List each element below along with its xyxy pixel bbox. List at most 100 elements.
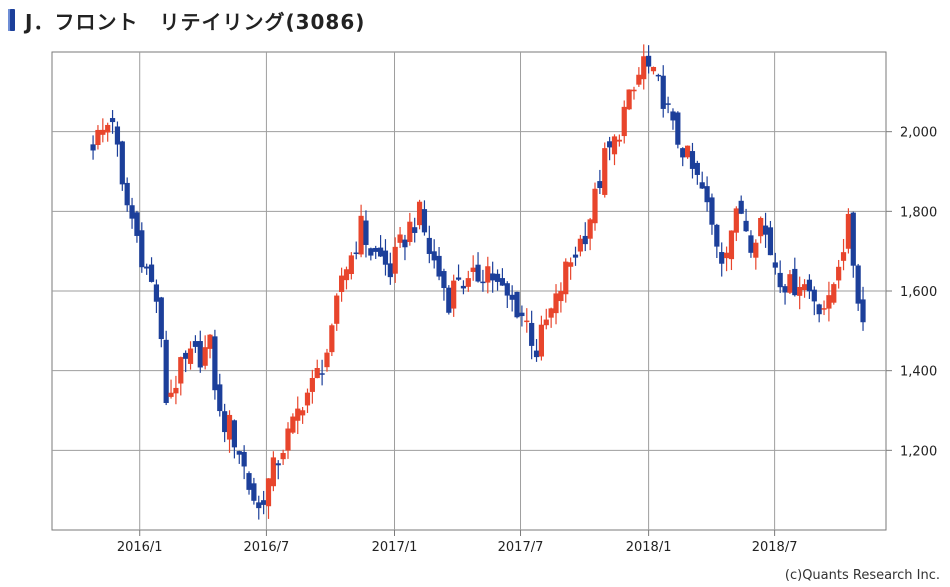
x-tick-label: 2016/1	[117, 540, 163, 555]
candle-body	[592, 188, 598, 224]
candle-body	[148, 264, 155, 282]
candle-body	[758, 217, 764, 237]
chart-title: J．フロント リテイリング(3086)	[25, 9, 366, 34]
candle-body	[616, 139, 622, 142]
candle-body	[572, 254, 579, 258]
candle-body	[655, 74, 661, 77]
candle-body	[797, 286, 803, 296]
candle-body	[821, 308, 827, 310]
candle-body	[124, 182, 130, 206]
candle-body	[504, 283, 510, 296]
candle-body	[533, 350, 540, 358]
candle-body	[553, 293, 559, 314]
y-tick-label: 1,600	[900, 285, 937, 300]
candle-body	[680, 148, 686, 158]
candle-body	[343, 269, 350, 281]
candle-body	[387, 263, 393, 278]
candle-body	[460, 285, 467, 289]
candle-body	[382, 250, 389, 265]
x-tick-label: 2017/1	[372, 540, 418, 555]
candle-body	[90, 144, 96, 151]
candle-body	[709, 197, 715, 225]
candle-body	[485, 266, 491, 283]
candle-body	[499, 278, 506, 286]
candle-body	[733, 208, 739, 233]
candle-body	[831, 284, 837, 303]
candle-body	[446, 287, 452, 313]
candle-body	[811, 289, 817, 302]
candle-body	[397, 234, 403, 243]
candles-group	[90, 44, 866, 520]
candle-body	[426, 237, 432, 254]
y-tick-label: 2,000	[900, 126, 937, 141]
candle-body	[519, 312, 525, 317]
candle-body	[358, 215, 364, 255]
candle-body	[436, 255, 442, 277]
candle-body	[334, 295, 340, 324]
y-tick-label: 1,800	[900, 205, 937, 220]
candle-body	[300, 410, 306, 416]
candle-body	[480, 281, 486, 284]
candle-body	[139, 230, 145, 268]
x-tick-label: 2017/7	[498, 540, 544, 555]
candle-body	[529, 322, 535, 346]
candle-body	[738, 200, 744, 214]
candle-body	[377, 247, 384, 257]
candle-body	[577, 238, 583, 252]
candle-body	[129, 205, 135, 219]
candle-body	[631, 89, 637, 92]
candle-body	[270, 457, 276, 487]
candle-body	[728, 230, 735, 260]
candle-body	[431, 251, 437, 261]
candle-body	[675, 112, 681, 145]
candle-body	[777, 272, 783, 288]
candle-body	[348, 255, 354, 274]
candle-body	[158, 297, 164, 340]
candle-body	[187, 348, 194, 364]
candle-body	[465, 278, 471, 287]
y-tick-label: 1,400	[900, 365, 937, 380]
candle-body	[767, 227, 774, 256]
candle-body	[587, 219, 593, 239]
copyright-credit: (c)Quants Research Inc.	[784, 568, 940, 583]
candle-body	[329, 325, 335, 353]
candle-body	[197, 341, 203, 368]
candle-body	[265, 478, 272, 507]
y-tick-label: 1,200	[900, 444, 937, 459]
candle-body	[743, 220, 749, 232]
candle-body	[275, 463, 281, 466]
candle-body	[178, 357, 184, 384]
candle-body	[134, 212, 140, 236]
candle-body	[217, 384, 223, 412]
candle-body	[363, 220, 369, 245]
candle-body	[455, 277, 462, 280]
candle-body	[451, 280, 457, 309]
chart-title-bar: J．フロント リテイリング(3086)	[8, 6, 365, 34]
candle-body	[836, 266, 842, 281]
candle-body	[246, 473, 252, 490]
candle-body	[407, 221, 413, 243]
candle-body	[538, 324, 545, 357]
candle-body	[295, 408, 301, 421]
candle-body	[801, 284, 808, 291]
candle-body	[792, 268, 798, 296]
candle-body	[261, 500, 267, 505]
candle-body	[806, 279, 813, 292]
candle-body	[826, 295, 832, 309]
candle-body	[109, 118, 116, 123]
candle-body	[119, 141, 125, 185]
candle-body	[548, 308, 554, 318]
candle-body	[304, 392, 311, 406]
candle-body	[524, 320, 530, 323]
candle-body	[787, 274, 793, 293]
candle-body	[290, 416, 296, 433]
candle-body	[280, 452, 286, 460]
candle-body	[699, 182, 705, 189]
candle-body	[509, 294, 515, 300]
candle-body	[314, 368, 320, 379]
candle-body	[816, 304, 822, 315]
candle-body	[558, 291, 564, 302]
candle-body	[309, 377, 315, 392]
candle-body	[636, 74, 642, 85]
candle-body	[704, 186, 710, 203]
